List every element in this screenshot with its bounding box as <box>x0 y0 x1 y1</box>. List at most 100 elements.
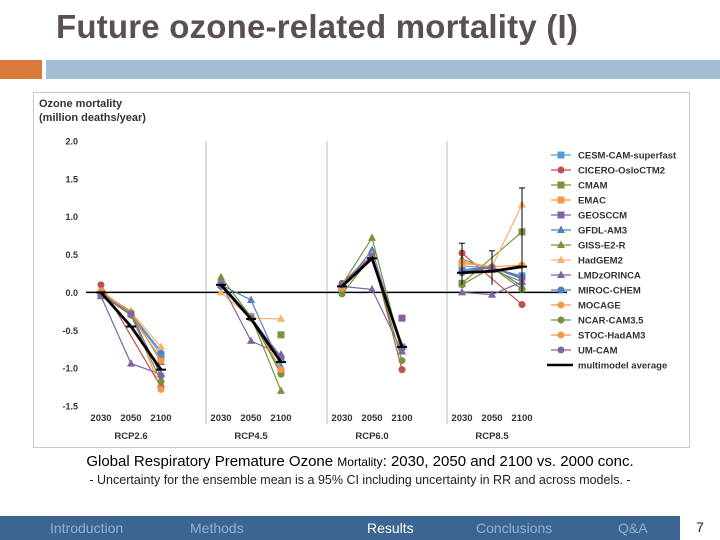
caption-small: Mortality <box>337 455 383 469</box>
legend-label: CMAM <box>578 181 608 192</box>
legend-label: LMDzORINCA <box>578 271 641 282</box>
nav-methods[interactable]: Methods <box>190 520 244 536</box>
x-tick-label: 2030 <box>90 413 111 424</box>
data-point <box>458 287 466 296</box>
data-point <box>157 378 165 386</box>
nav-bar: Introduction Methods Results Conclusions… <box>0 516 680 540</box>
data-point <box>368 245 376 254</box>
legend-label: HadGEM2 <box>578 256 623 267</box>
data-point <box>398 357 406 365</box>
data-point <box>368 284 376 293</box>
legend-label: UM-CAM <box>578 346 618 357</box>
y-tick-label: 0.0 <box>65 288 78 298</box>
legend-label: MOCAGE <box>578 301 621 312</box>
scenario-label: RCP2.6 <box>114 431 147 442</box>
slide-title: Future ozone-related mortality (I) <box>56 8 579 45</box>
legend-label: NCAR-CAM3.5 <box>578 316 644 327</box>
data-point <box>157 342 165 350</box>
x-tick-label: 2030 <box>210 413 231 424</box>
uncertainty-note: - Uncertainty for the ensemble mean is a… <box>89 473 631 487</box>
y-tick-label: 2.0 <box>65 137 78 147</box>
data-point <box>157 357 165 365</box>
data-point <box>338 290 346 298</box>
x-tick-label: 2050 <box>481 413 502 424</box>
data-point <box>157 372 165 380</box>
y-axis-label-line1: Ozone mortality <box>39 98 123 110</box>
legend-marker <box>557 255 565 263</box>
y-axis-label-line2: (million deaths/year) <box>39 112 146 124</box>
data-point <box>277 386 285 394</box>
data-point <box>247 295 255 303</box>
data-point <box>217 272 225 281</box>
legend-marker <box>557 196 565 204</box>
title-accent-bar-orange <box>0 60 42 79</box>
legend-marker <box>557 211 565 219</box>
legend-label: GISS-E2-R <box>578 241 626 252</box>
y-tick-label: -1.5 <box>62 402 78 412</box>
multimodel-average-line <box>99 291 163 371</box>
scenario-label: RCP4.5 <box>234 431 268 442</box>
y-tick-label: 0.5 <box>65 250 78 260</box>
legend-label: CICERO-OsloCTM2 <box>578 166 665 177</box>
data-point <box>97 281 105 289</box>
data-point <box>157 346 165 355</box>
data-point <box>398 314 406 322</box>
data-point <box>277 366 285 374</box>
chart-caption: Global Respiratory Premature Ozone Morta… <box>0 453 720 470</box>
legend-label: GFDL-AM3 <box>578 226 627 237</box>
data-point <box>157 385 165 393</box>
data-point <box>277 314 285 322</box>
caption-main: Global Respiratory Premature Ozone <box>86 453 334 470</box>
x-tick-label: 2100 <box>270 413 291 424</box>
legend-label: EMAC <box>578 196 606 207</box>
nav-qa[interactable]: Q&A <box>618 520 648 536</box>
data-point <box>217 287 225 296</box>
legend-marker <box>557 225 565 233</box>
data-point <box>127 310 135 318</box>
data-point <box>157 351 165 359</box>
y-tick-label: 1.0 <box>65 212 78 222</box>
legend-marker <box>557 286 565 294</box>
legend-marker <box>557 346 565 354</box>
legend-label: CESM-CAM-superfast <box>578 151 677 162</box>
legend-marker <box>557 301 565 309</box>
legend-marker <box>557 316 565 324</box>
title-accent-bar-blue <box>46 60 720 79</box>
data-point <box>488 290 496 298</box>
data-point <box>277 331 285 339</box>
x-tick-label: 2030 <box>451 413 472 424</box>
legend-label: MIROC-CHEM <box>578 286 641 297</box>
scenario-label: RCP8.5 <box>475 431 509 442</box>
caption-rest: : 2030, 2050 and 2100 vs. 2000 conc. <box>382 453 634 470</box>
scenario-label: RCP6.0 <box>355 431 388 442</box>
x-tick-label: 2100 <box>391 413 412 424</box>
page-number: 7 <box>696 519 704 535</box>
legend-marker <box>557 240 565 248</box>
legend-label: STOC-HadAM3 <box>578 331 645 342</box>
x-tick-label: 2050 <box>120 413 141 424</box>
x-tick-label: 2100 <box>150 413 171 424</box>
data-point <box>127 359 135 367</box>
legend-marker <box>557 181 565 189</box>
x-tick-label: 2030 <box>331 413 352 424</box>
data-point <box>247 336 255 344</box>
nav-introduction[interactable]: Introduction <box>50 520 124 536</box>
x-tick-label: 2100 <box>511 413 532 424</box>
legend-marker <box>557 151 565 159</box>
data-point <box>518 301 526 309</box>
nav-conclusions[interactable]: Conclusions <box>476 520 553 536</box>
y-tick-label: 1.5 <box>65 174 78 184</box>
data-point <box>368 233 376 241</box>
x-tick-label: 2050 <box>240 413 261 424</box>
nav-results[interactable]: Results <box>367 520 414 536</box>
legend-marker <box>557 270 565 278</box>
ozone-mortality-chart: Ozone mortality (million deaths/year) 2.0 1… <box>39 98 677 442</box>
legend-marker <box>557 166 565 174</box>
legend-label: multimodel average <box>578 361 667 372</box>
chart-frame: Ozone mortality (million deaths/year) 2.0 1… <box>33 92 690 448</box>
y-tick-label: -1.0 <box>62 364 78 374</box>
data-point <box>398 366 406 374</box>
x-tick-label: 2050 <box>361 413 382 424</box>
y-tick-label: -0.5 <box>62 326 78 336</box>
legend-label: GEOSCCM <box>578 211 627 222</box>
